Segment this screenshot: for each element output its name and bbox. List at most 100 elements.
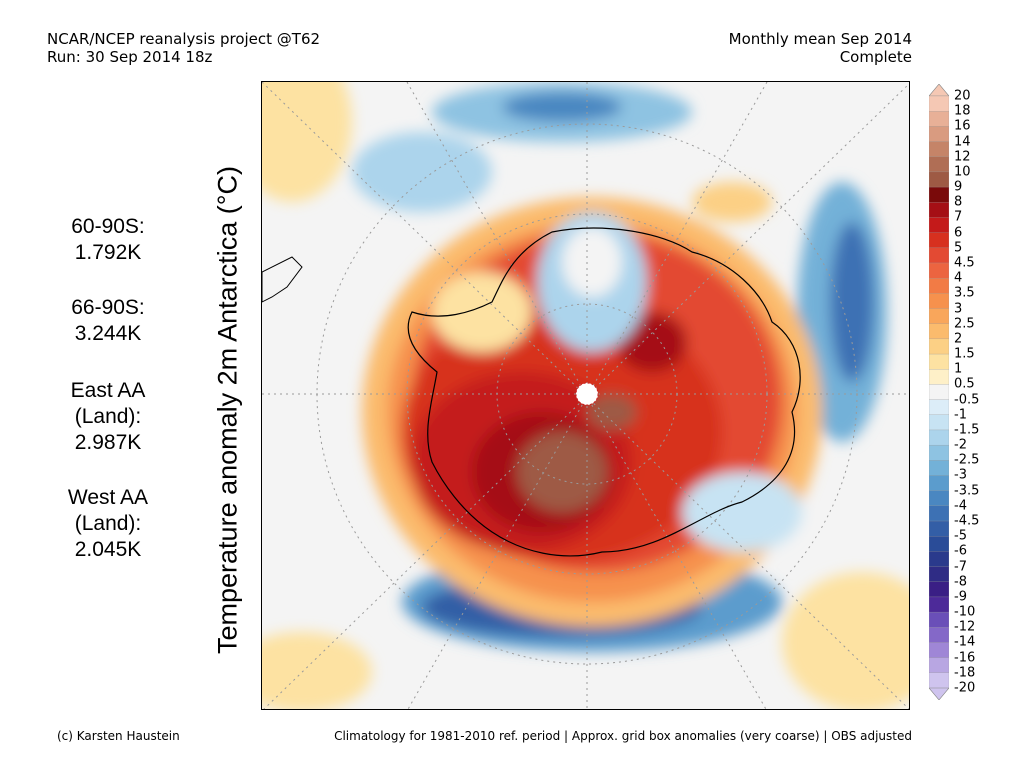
colorbar-tick-label: 5 [954, 240, 963, 256]
colorbar-cell [928, 505, 950, 522]
colorbar-tick-label: 7 [954, 209, 963, 225]
colorbar-cell [928, 596, 950, 613]
stat-value: 3.244K [74, 322, 142, 345]
colorbar-cell [928, 672, 950, 689]
colorbar-tick-label: -1 [954, 407, 967, 423]
colorbar-tick-label: 9 [954, 179, 963, 195]
colorbar-tick-label: -0.5 [954, 392, 980, 408]
colorbar-cell [928, 399, 950, 416]
south-pole-marker [575, 382, 599, 406]
colorbar-cell [928, 536, 950, 553]
colorbar-cell [928, 520, 950, 537]
colorbar-cell [928, 551, 950, 568]
colorbar-tick-label: -4.5 [954, 513, 980, 529]
anomaly-field [262, 82, 909, 709]
stat-60-90s: 60-90S: 1.792K [48, 214, 168, 266]
dataset-title: NCAR/NCEP reanalysis project @T62 [47, 30, 321, 48]
colorbar-cell [928, 293, 950, 310]
antarctica-coastline [407, 227, 801, 557]
colorbar-tick-label: -1.5 [954, 422, 980, 438]
anomaly-map [261, 81, 910, 710]
colorbar-tick-label: 4 [954, 270, 963, 286]
colorbar-cell [928, 611, 950, 628]
colorbar-tick-label: -9 [954, 589, 967, 605]
colorbar-tick-label: -3.5 [954, 483, 980, 499]
colorbar-cell [928, 627, 950, 644]
period-title: Monthly mean Sep 2014 [728, 30, 912, 48]
map-svg [262, 82, 909, 709]
colorbar-tick-label: -16 [954, 650, 976, 666]
colorbar-svg [928, 83, 950, 701]
colorbar-cell [928, 490, 950, 507]
stat-west-aa: West AA (Land): 2.045K [48, 485, 168, 563]
colorbar-tick-label: 2 [954, 331, 963, 347]
stat-value: 1.792K [74, 241, 142, 264]
completeness-status: Complete [839, 48, 912, 66]
stat-value: 2.987K [74, 431, 142, 454]
colorbar-tick-label: 6 [954, 225, 963, 241]
colorbar-cell [928, 262, 950, 279]
colorbar-tick-label: -7 [954, 559, 967, 575]
colorbar-tick-label: 0.5 [954, 376, 975, 392]
colorbar-tick-label: -3 [954, 467, 967, 483]
colorbar-tick-label: -6 [954, 543, 967, 559]
colorbar-tick-label: 1 [954, 361, 963, 377]
colorbar-cell [928, 126, 950, 143]
colorbar-tick-label: 3.5 [954, 285, 975, 301]
colorbar-cell [928, 278, 950, 294]
colorbar-cell [928, 171, 950, 188]
stat-label: East AA [70, 379, 146, 402]
colorbar-cell [928, 566, 950, 583]
colorbar-tick-label: -14 [954, 634, 976, 650]
stat-label: West AA [67, 486, 149, 509]
colorbar-cell [928, 323, 950, 340]
colorbar-cell [928, 141, 950, 158]
colorbar-cell [928, 444, 950, 461]
colorbar-tick-label: 10 [954, 164, 971, 180]
colorbar-tick-label: -8 [954, 574, 967, 590]
colorbar-tick-label: -2 [954, 437, 967, 453]
colorbar-tick-label: 12 [954, 149, 971, 165]
colorbar-tick-label: 4.5 [954, 255, 975, 271]
y-axis-label: Temperature anomaly 2m Antarctica (°C) [212, 166, 243, 654]
colorbar-tick-label: 2.5 [954, 316, 975, 332]
footer-credit: (c) Karsten Haustein [57, 729, 180, 743]
colorbar-cell [928, 414, 950, 431]
colorbar-cell [928, 308, 950, 325]
colorbar-tick-label: -12 [954, 619, 976, 635]
colorbar-tick-label: 16 [954, 118, 971, 134]
colorbar-cell [928, 429, 950, 446]
colorbar-tick-label: 8 [954, 194, 963, 210]
colorbar-tick-label: -2.5 [954, 452, 980, 468]
stat-east-aa: East AA (Land): 2.987K [48, 378, 168, 456]
colorbar-tick-label: 1.5 [954, 346, 975, 362]
colorbar-tick-label: -18 [954, 665, 976, 681]
header-right: Monthly mean Sep 2014 Complete [729, 30, 912, 66]
colorbar-tick-label: 3 [954, 301, 963, 316]
colorbar-cell [928, 353, 950, 370]
stat-value: 2.045K [74, 538, 142, 561]
colorbar-tick-label: 20 [954, 88, 971, 104]
colorbar-cell [928, 460, 950, 477]
colorbar-cell [928, 202, 950, 219]
stat-label-2: (Land): [74, 512, 142, 535]
south-america-coastline [262, 256, 303, 303]
colorbar-cell [928, 232, 950, 249]
colorbar-tick-label: 18 [954, 103, 971, 119]
colorbar-cell [928, 111, 950, 128]
colorbar-cell [928, 384, 950, 401]
colorbar-lower-triangle [928, 687, 950, 701]
stat-label: 66-90S: [71, 296, 145, 319]
stat-66-90s: 66-90S: 3.244K [48, 295, 168, 347]
header-left: NCAR/NCEP reanalysis project @T62 Run: 3… [47, 30, 320, 66]
colorbar-tick-label: -10 [954, 604, 976, 620]
colorbar-cell [928, 247, 950, 264]
stat-label: 60-90S: [71, 215, 145, 238]
colorbar-cell [928, 657, 950, 674]
colorbar-tick-label: -5 [954, 528, 967, 544]
colorbar-cell [928, 186, 950, 203]
colorbar-cell [928, 475, 950, 492]
colorbar-cell [928, 369, 950, 386]
colorbar-tick-label: 14 [954, 134, 971, 150]
colorbar-upper-triangle [928, 83, 950, 97]
